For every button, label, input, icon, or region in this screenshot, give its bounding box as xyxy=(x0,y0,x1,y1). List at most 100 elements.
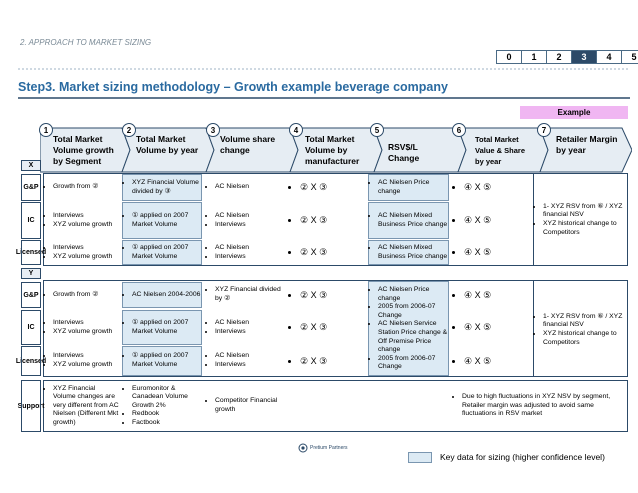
column-7-number: 7 xyxy=(537,123,551,137)
row-label: Support xyxy=(17,402,45,410)
y-row-2-col1: InterviewsXYZ volume growth xyxy=(43,346,119,376)
support-col2-item: Factbook xyxy=(132,419,202,428)
y-col7: 1- XYZ RSV from ⑥ / XYZ financial NSVXYZ… xyxy=(533,300,628,360)
x-row-0-col4-text: ② X ③ xyxy=(300,183,327,192)
x-row-2-col6: ④ X ⑤ xyxy=(452,240,530,265)
y-row-2-col1-item: XYZ volume growth xyxy=(53,361,112,370)
support-col2: Euromonitor & Canadean Volume Growth 2%R… xyxy=(122,381,202,431)
x-row-2-col1: InterviewsXYZ volume growth xyxy=(43,240,119,265)
legend-text: Key data for sizing (higher confidence l… xyxy=(440,452,605,462)
step-3[interactable]: 3 xyxy=(571,50,597,64)
step-1[interactable]: 1 xyxy=(521,50,547,64)
x-row-1-col3: AC NielsenInterviews xyxy=(205,202,285,239)
y-row-0-col6: ④ X ⑤ xyxy=(452,282,530,308)
section-x-c7-frame xyxy=(533,173,628,266)
row-label-box xyxy=(21,282,41,308)
column-3-header: Volume share change xyxy=(220,134,276,155)
row-label-box xyxy=(21,240,41,265)
x-row-2-col6-text: ④ X ⑤ xyxy=(464,248,491,257)
x-row-0-col1-item: Growth from ② xyxy=(53,183,98,192)
column-3-number: 3 xyxy=(206,123,220,137)
column-4-header: Total Market Volume by manufacturer xyxy=(305,134,360,166)
step-2[interactable]: 2 xyxy=(546,50,572,64)
y-row-1-col1-item: XYZ volume growth xyxy=(53,328,112,337)
x-row-1-col4-text: ② X ③ xyxy=(300,216,327,225)
x-row-1-col6: ④ X ⑤ xyxy=(452,202,530,239)
row-label: Licensed xyxy=(15,249,47,256)
x-c2-highlight xyxy=(122,202,202,239)
y-row-2-col6: ④ X ⑤ xyxy=(452,346,530,376)
y-col5-item: AC Nielsen Service Station Price change … xyxy=(378,320,449,354)
x-row-2-col1-item: XYZ volume growth xyxy=(53,253,112,262)
row-label-box xyxy=(21,174,41,201)
x-row-0-col2: XYZ Financial Volume divided by ③ xyxy=(122,174,202,201)
x-row-0-col4: ② X ③ xyxy=(288,174,365,201)
y-row-0-col1-item: Growth from ② xyxy=(53,291,98,300)
row-label: IC xyxy=(27,217,35,224)
y-row-1-col3-item: AC Nielsen xyxy=(215,319,249,328)
column-6-header: Total Market Value & Share by year xyxy=(475,135,526,166)
column-1-header: Total Market Volume growth by Segment xyxy=(53,134,114,166)
support-col6: Due to high fluctuations in XYZ NSV by s… xyxy=(452,381,628,431)
x-row-1-col6-text: ④ X ⑤ xyxy=(464,216,491,225)
y-row-1-col3: AC NielsenInterviews xyxy=(205,310,285,345)
column-6-number: 6 xyxy=(452,123,466,137)
y-row-2-col4-text: ② X ③ xyxy=(300,356,327,366)
x-row-1-col3-item: AC Nielsen xyxy=(215,212,249,221)
company-logo: Pretium Partners xyxy=(298,443,348,453)
section-y-label: Y xyxy=(21,268,41,279)
support-col1: XYZ Financial Volume changes are very di… xyxy=(43,381,119,431)
y-row-1-col1-item: Interviews xyxy=(53,319,112,328)
row-label-box xyxy=(21,380,41,432)
column-5-header: RSV$/L Change xyxy=(388,142,420,163)
x-c5-highlight xyxy=(368,174,449,201)
support-col6-item: Due to high fluctuations in XYZ NSV by s… xyxy=(462,393,628,419)
x-row-0-col5-item: AC Nielsen Price change xyxy=(378,179,449,196)
row-label: Licensed xyxy=(15,357,47,365)
y-col5-item: 2005 from 2006-07 Change xyxy=(378,355,449,372)
x-row-0-col2-item: XYZ Financial Volume divided by ③ xyxy=(132,179,202,196)
y-row-2-col1-item: Interviews xyxy=(53,352,112,361)
x-c5-highlight xyxy=(368,202,449,239)
y-col7-item: XYZ historical change to Competitors xyxy=(543,330,628,347)
column-1-number: 1 xyxy=(39,123,53,137)
x-row-2-col5-item: AC Nielsen Mixed Business Price change xyxy=(378,244,449,261)
y-c2-highlight xyxy=(122,310,202,345)
x-row-2-col2: ① applied on 2007 Market Volume xyxy=(122,240,202,265)
row-label: G&P xyxy=(23,291,39,299)
x-col7-item: 1- XYZ RSV from ⑥ / XYZ financial NSV xyxy=(543,203,628,220)
x-row-0-col1: Growth from ② xyxy=(43,174,119,201)
x-row-2-col1-item: Interviews xyxy=(53,244,112,253)
x-col7: 1- XYZ RSV from ⑥ / XYZ financial NSVXYZ… xyxy=(533,190,628,250)
row-label: IC xyxy=(27,324,35,331)
example-badge: Example xyxy=(520,106,628,119)
y-row-0-col2: AC Nielsen 2004-2006 xyxy=(122,282,202,308)
logo-icon xyxy=(298,443,308,453)
step-4[interactable]: 4 xyxy=(596,50,622,64)
row-label-box xyxy=(21,346,41,376)
x-row-1-col3-item: Interviews xyxy=(215,221,249,230)
support-col2-item: Euromonitor & Canadean Volume Growth 2% xyxy=(132,385,202,411)
column-2-header: Total Market Volume by year xyxy=(136,134,199,155)
y-row-1-col4: ② X ③ xyxy=(288,310,365,345)
y-c2-highlight xyxy=(122,282,202,308)
support-col1-item: XYZ Financial Volume changes are very di… xyxy=(53,385,119,428)
title-divider xyxy=(18,97,630,99)
x-row-2-col3-item: Interviews xyxy=(215,253,249,262)
y-row-2-col2-item: ① applied on 2007 Market Volume xyxy=(132,352,202,369)
column-7-header: Retailer Margin by year xyxy=(556,134,618,155)
y-c5-highlight xyxy=(368,281,449,376)
y-row-2-col3-item: AC Nielsen xyxy=(215,352,249,361)
step-5[interactable]: 5 xyxy=(621,50,638,64)
support-col3: Competitor Financial growth xyxy=(205,381,285,431)
y-row-0-col6-text: ④ X ⑤ xyxy=(464,290,491,300)
step-0[interactable]: 0 xyxy=(496,50,522,64)
x-row-0-col3: AC Nielsen xyxy=(205,174,285,201)
x-row-0-col6-text: ④ X ⑤ xyxy=(464,183,491,192)
y-row-1-col6-text: ④ X ⑤ xyxy=(464,323,491,332)
x-row-1-col1-item: Interviews xyxy=(53,212,112,221)
x-row-1-col2: ① applied on 2007 Market Volume xyxy=(122,202,202,239)
y-c2-highlight xyxy=(122,346,202,376)
y-row-2-col3: AC NielsenInterviews xyxy=(205,346,285,376)
x-row-1-col4: ② X ③ xyxy=(288,202,365,239)
